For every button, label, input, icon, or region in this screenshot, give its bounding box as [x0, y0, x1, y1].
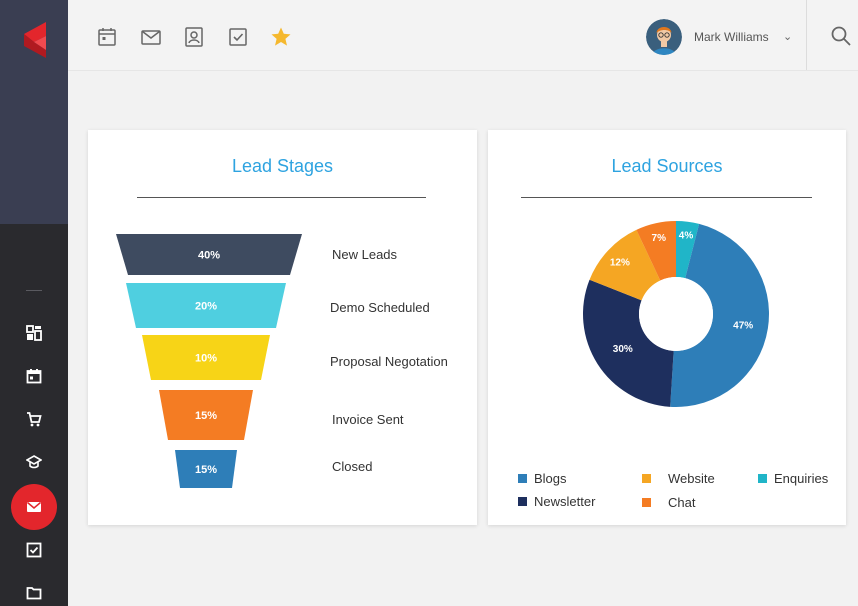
stage-label-invoice-sent: Invoice Sent [332, 412, 404, 427]
topbar-divider [806, 0, 807, 70]
calendar-icon[interactable] [95, 25, 119, 49]
graduation-cap-icon[interactable] [21, 449, 47, 475]
legend-label: Enquiries [774, 471, 829, 486]
sidebar-mail-active-button[interactable] [11, 484, 57, 530]
logo-icon[interactable] [20, 20, 50, 60]
donut-slice-blogs[interactable] [670, 223, 769, 408]
legend-item-blogs: Blogs [518, 471, 567, 486]
checkbox-icon[interactable] [226, 25, 250, 49]
funnel-value-new-leads: 40% [198, 250, 220, 262]
legend-label: Website [668, 471, 715, 486]
mail-icon[interactable] [139, 25, 163, 49]
sidebar-divider [26, 290, 42, 291]
cart-icon[interactable] [21, 406, 47, 432]
donut-slice-newsletter[interactable] [583, 279, 674, 407]
funnel-value-demo-scheduled: 20% [195, 301, 217, 313]
legend-swatch [758, 474, 767, 483]
legend-swatch [518, 474, 527, 483]
funnel-segment-invoice-sent [159, 390, 253, 440]
donut-slice-website[interactable] [589, 229, 661, 301]
donut-slice-chat[interactable] [636, 221, 676, 281]
search-icon[interactable] [830, 25, 852, 47]
funnel-segment-new-leads [116, 234, 302, 275]
chevron-down-icon[interactable]: ⌄ [783, 31, 793, 43]
lead-sources-donut-chart: 4% 47% 30% 12% 7% [583, 221, 769, 408]
contacts-icon[interactable] [182, 25, 206, 49]
legend-label: Newsletter [534, 494, 596, 509]
donut-label-website: 12% [610, 257, 630, 268]
lead-stages-title: Lead Stages [231, 156, 334, 176]
funnel-segment-proposal-negotiation [142, 335, 270, 380]
checkbox-icon[interactable] [21, 537, 47, 563]
legend-item-newsletter: Newsletter [518, 494, 595, 509]
lead-stages-card: Lead Stages 40% 20% 10% 15% 15% New Leads De… [88, 130, 477, 525]
donut-label-blogs: 47% [733, 321, 753, 332]
legend-swatch [642, 474, 651, 483]
mail-icon [27, 501, 41, 512]
funnel-chart: 40% 20% 10% 15% 15% [116, 234, 302, 488]
stage-label-proposal-negotiation: Proposal Negotation [330, 354, 448, 369]
legend-swatch [642, 498, 651, 507]
legend-swatch [518, 497, 527, 506]
funnel-value-invoice-sent: 15% [195, 410, 217, 422]
funnel-value-closed: 15% [195, 464, 217, 476]
top-bar [68, 0, 858, 71]
user-avatar[interactable] [646, 19, 682, 55]
stage-label-new-leads: New Leads [332, 247, 398, 262]
stage-label-demo-scheduled: Demo Scheduled [330, 300, 430, 315]
donut-label-chat: 7% [652, 233, 667, 244]
dashboard-icon[interactable] [21, 320, 47, 346]
legend-item-chat: Chat [642, 495, 695, 510]
star-icon[interactable] [269, 25, 293, 49]
calendar-icon[interactable] [21, 363, 47, 389]
legend-item-enquiries: Enquiries [758, 471, 828, 486]
donut-hole [639, 277, 713, 351]
funnel-value-proposal-negotiation: 10% [195, 353, 217, 365]
title-divider [521, 197, 812, 198]
stage-label-closed: Closed [332, 459, 373, 474]
legend-item-website: Website [642, 471, 715, 486]
donut-label-newsletter: 30% [613, 344, 633, 355]
folder-icon[interactable] [21, 580, 47, 606]
donut-label-enquiries: 4% [679, 231, 694, 242]
funnel-segment-demo-scheduled [126, 283, 286, 328]
lead-sources-title: Lead Sources [611, 156, 723, 176]
legend-label: Blogs [534, 471, 567, 486]
legend-label: Chat [668, 495, 696, 510]
user-name[interactable]: Mark Williams [694, 30, 769, 44]
funnel-segment-closed [175, 450, 237, 488]
title-divider [137, 197, 426, 198]
lead-sources-card: Lead Sources 4% 47% 30% 12% 7% Blogs Website… [488, 130, 846, 525]
donut-slice-enquiries[interactable] [676, 221, 700, 279]
